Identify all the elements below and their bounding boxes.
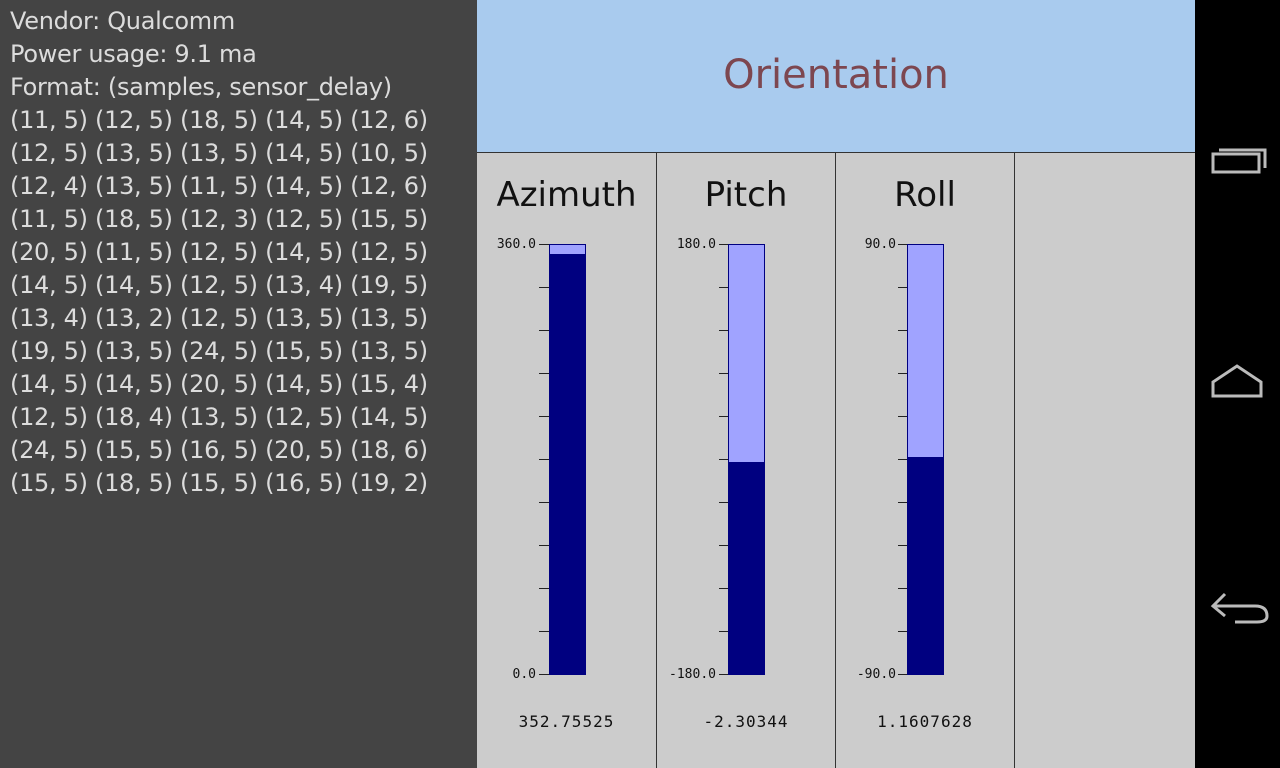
azimuth-max-label: 360.0 (496, 237, 536, 252)
azimuth-column: Azimuth 360.0 0.0 352.75525 (477, 153, 657, 768)
gauge-tick (898, 502, 908, 503)
gauge-tick (539, 416, 549, 417)
roll-title: Roll (894, 175, 956, 215)
gauge-tick (539, 588, 549, 589)
gauge-tick (898, 545, 908, 546)
roll-gauge (907, 244, 944, 675)
sample-row: (20, 5) (11, 5) (12, 5) (14, 5) (12, 5) (10, 238, 428, 266)
roll-max-label: 90.0 (864, 237, 896, 252)
gauge-tick (719, 373, 729, 374)
back-icon (1210, 592, 1269, 624)
azimuth-title: Azimuth (496, 175, 637, 215)
gauge-tick (719, 588, 729, 589)
roll-value: 1.1607628 (877, 712, 973, 731)
home-icon (1211, 364, 1263, 398)
sensor-info-text: Vendor: Qualcomm Power usage: 9.1 ma For… (10, 5, 428, 500)
roll-min-label: -90.0 (856, 667, 896, 682)
empty-column (1015, 153, 1195, 768)
pitch-min-label: -180.0 (669, 667, 716, 682)
gauge-tick (719, 459, 729, 460)
navigation-bar (1195, 0, 1280, 768)
pitch-column: Pitch 180.0 -180.0 -2.30344 (657, 153, 836, 768)
gauge-tick (719, 287, 729, 288)
sample-row: (14, 5) (14, 5) (12, 5) (13, 4) (19, 5) (10, 271, 428, 299)
vendor-label: Vendor: Qualcomm (10, 7, 235, 35)
gauge-tick (719, 545, 729, 546)
roll-gauge-fill (908, 456, 943, 674)
gauge-tick (898, 373, 908, 374)
gauge-tick (898, 244, 908, 245)
home-button[interactable] (1205, 354, 1271, 414)
gauge-tick (898, 416, 908, 417)
gauge-tick (539, 373, 549, 374)
sample-row: (19, 5) (13, 5) (24, 5) (15, 5) (13, 5) (10, 337, 428, 365)
gauge-tick (898, 674, 908, 675)
azimuth-value: 352.75525 (518, 712, 615, 731)
sensor-info-panel: Vendor: Qualcomm Power usage: 9.1 ma For… (0, 0, 477, 768)
power-usage-label: Power usage: 9.1 ma (10, 40, 257, 68)
sample-row: (14, 5) (14, 5) (20, 5) (14, 5) (15, 4) (10, 370, 428, 398)
azimuth-gauge (549, 244, 586, 675)
back-button[interactable] (1205, 578, 1271, 638)
sample-row: (12, 4) (13, 5) (11, 5) (14, 5) (12, 6) (10, 172, 428, 200)
gauge-tick (719, 674, 729, 675)
pitch-gauge (728, 244, 765, 675)
gauge-tick (898, 287, 908, 288)
gauge-tick (539, 502, 549, 503)
orientation-panel: Orientation Azimuth 360.0 0.0 352.75525 … (477, 0, 1195, 768)
pitch-gauge-fill (729, 462, 764, 674)
azimuth-gauge-fill (550, 253, 585, 674)
gauge-tick (719, 416, 729, 417)
pitch-title: Pitch (704, 175, 788, 215)
gauge-tick (539, 459, 549, 460)
gauge-tick (539, 545, 549, 546)
gauge-tick (719, 330, 729, 331)
gauge-tick (719, 502, 729, 503)
sample-row: (13, 4) (13, 2) (12, 5) (13, 5) (13, 5) (10, 304, 428, 332)
sample-row: (24, 5) (15, 5) (16, 5) (20, 5) (18, 6) (10, 436, 428, 464)
format-label: Format: (samples, sensor_delay) (10, 73, 392, 101)
pitch-max-label: 180.0 (676, 237, 716, 252)
sample-row: (15, 5) (18, 5) (15, 5) (16, 5) (19, 2) (10, 469, 428, 497)
page-title: Orientation (723, 52, 949, 98)
gauge-tick (898, 459, 908, 460)
gauge-tick (898, 631, 908, 632)
roll-column: Roll 90.0 -90.0 1.1607628 (836, 153, 1015, 768)
gauge-tick (719, 244, 729, 245)
gauge-tick (898, 330, 908, 331)
recent-apps-icon (1211, 148, 1267, 174)
gauge-tick (539, 330, 549, 331)
gauge-tick (719, 631, 729, 632)
pitch-value: -2.30344 (703, 712, 789, 731)
recent-apps-button[interactable] (1205, 130, 1271, 190)
sample-row: (11, 5) (12, 5) (18, 5) (14, 5) (12, 6) (10, 106, 428, 134)
orientation-header: Orientation (477, 0, 1195, 153)
gauge-tick (898, 588, 908, 589)
sample-row: (12, 5) (18, 4) (13, 5) (12, 5) (14, 5) (10, 403, 428, 431)
gauge-tick (539, 674, 549, 675)
sample-row: (12, 5) (13, 5) (13, 5) (14, 5) (10, 5) (10, 139, 428, 167)
gauge-tick (539, 244, 549, 245)
azimuth-min-label: 0.0 (512, 667, 536, 682)
gauge-tick (539, 631, 549, 632)
sample-row: (11, 5) (18, 5) (12, 3) (12, 5) (15, 5) (10, 205, 428, 233)
gauge-tick (539, 287, 549, 288)
